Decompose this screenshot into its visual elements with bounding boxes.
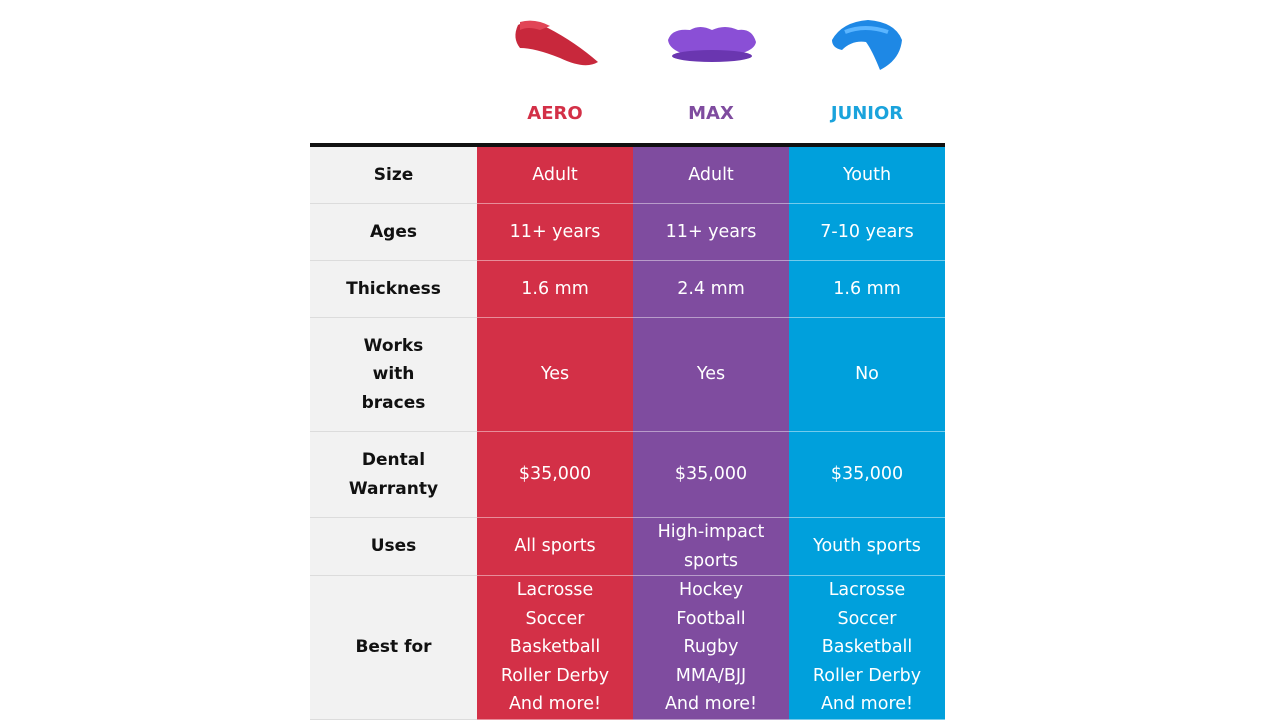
- product-name: JUNIOR: [830, 103, 904, 124]
- row-label: Ages: [370, 221, 417, 242]
- value-line: Football: [676, 608, 746, 629]
- value-cell: No: [789, 318, 945, 432]
- row-label-cell: Thickness: [310, 261, 477, 318]
- value-line: Basketball: [821, 637, 913, 658]
- value-line: And more!: [820, 694, 914, 715]
- aero-image: [515, 20, 598, 66]
- value-line: Basketball: [509, 637, 601, 658]
- product-name: AERO: [527, 103, 583, 124]
- value-line: Soccer: [525, 608, 585, 629]
- value-line: And more!: [664, 694, 758, 715]
- value-cell: High-impact sports: [633, 518, 789, 576]
- value-line: Rugby: [683, 637, 739, 658]
- value-cell: $35,000: [477, 432, 633, 518]
- value-line: And more!: [508, 694, 602, 715]
- table-row: Size Adult Adult Youth: [310, 147, 945, 204]
- row-label: Best for: [355, 637, 432, 658]
- value-cell: 11+ years: [477, 204, 633, 261]
- value-cell: Yes: [477, 318, 633, 432]
- value-cell: 7-10 years: [789, 204, 945, 261]
- row-label-cell: Ages: [310, 204, 477, 261]
- value-cell: Lacrosse Soccer Basketball Roller Derby And …: [477, 576, 633, 720]
- row-label: Uses: [370, 536, 417, 557]
- table-row: Uses All sports High-impact sports Youth sp…: [310, 518, 945, 576]
- product-name: MAX: [688, 103, 734, 124]
- table-row: Works with braces Yes Yes No: [310, 318, 945, 432]
- value-line: Roller Derby: [500, 665, 610, 686]
- row-label: Dental Warranty: [348, 450, 439, 499]
- product-images: [515, 20, 902, 70]
- table-row: Thickness 1.6 mm 2.4 mm 1.6 mm: [310, 261, 945, 318]
- junior-image: [832, 20, 902, 70]
- value-cell: $35,000: [633, 432, 789, 518]
- value-line: MMA/BJJ: [675, 665, 747, 686]
- row-label-cell: Uses: [310, 518, 477, 576]
- table-row: Dental Warranty $35,000 $35,000 $35,000: [310, 432, 945, 518]
- value-cell: Yes: [633, 318, 789, 432]
- row-label-cell: Best for: [310, 576, 477, 720]
- row-label-cell: Works with braces: [310, 318, 477, 432]
- value-cell: $35,000: [789, 432, 945, 518]
- value-line: Lacrosse: [828, 580, 906, 601]
- value-cell: Hockey Football Rugby MMA/BJJ And more!: [633, 576, 789, 720]
- value-cell: Adult: [477, 147, 633, 204]
- table-row: Ages 11+ years 11+ years 7-10 years: [310, 204, 945, 261]
- row-label: Works with braces: [361, 335, 426, 413]
- value-cell: 1.6 mm: [789, 261, 945, 318]
- row-label-cell: Size: [310, 147, 477, 204]
- value-cell: 1.6 mm: [477, 261, 633, 318]
- row-label-cell: Dental Warranty: [310, 432, 477, 518]
- max-image: [668, 27, 756, 62]
- value-cell: Lacrosse Soccer Basketball Roller Derby And …: [789, 576, 945, 720]
- header-rule: [310, 143, 945, 147]
- value-cell: Youth: [789, 147, 945, 204]
- value-cell: 11+ years: [633, 204, 789, 261]
- value-line: Soccer: [837, 608, 897, 629]
- value-line: Roller Derby: [812, 665, 922, 686]
- row-label: Size: [373, 164, 414, 185]
- row-label: Thickness: [346, 278, 441, 299]
- value-line: Lacrosse: [516, 580, 594, 601]
- value-cell: All sports: [477, 518, 633, 576]
- value-cell: Youth sports: [789, 518, 945, 576]
- table-row: Best for Lacrosse Soccer Basketball Roller D…: [310, 576, 945, 720]
- value-cell: 2.4 mm: [633, 261, 789, 318]
- comparison-table: Size Adult Adult Youth Ages 11+ years 11+ year…: [310, 147, 945, 720]
- value-line: Hockey: [678, 580, 744, 601]
- value-cell: Adult: [633, 147, 789, 204]
